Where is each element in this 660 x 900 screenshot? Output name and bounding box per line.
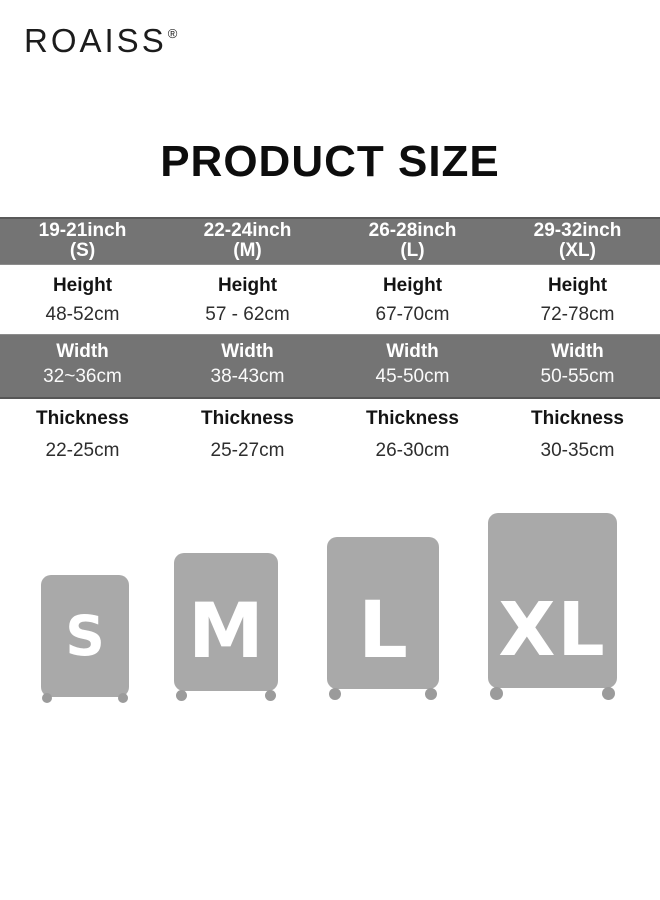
width-label: Width [386, 341, 439, 362]
thickness-value-s: 22-25cm [45, 440, 120, 461]
inch-range-xl: 29-32inch [533, 220, 622, 241]
height-row: Height 48-52cm Height 57 - 62cm Height 6… [0, 265, 660, 334]
height-label: Height [547, 275, 608, 296]
size-code-m: (M) [233, 240, 262, 261]
size-column-header-m: 22-24inch (M) [165, 221, 330, 261]
size-column-header-xl: 29-32inch (XL) [495, 221, 660, 261]
width-row: Width 32~36cm Width 38-43cm Width 45-50c… [0, 334, 660, 399]
brand-logo: ROAISS® [24, 22, 177, 60]
thickness-value-xl: 30-35cm [540, 440, 615, 461]
suitcase-handle-icon [67, 557, 103, 585]
size-letter-l: L [358, 586, 408, 676]
height-cell-xl: Height 72-78cm [495, 276, 660, 325]
suitcase-wheel-icon [42, 693, 52, 703]
suitcase-wheel-icon [329, 688, 341, 700]
thickness-cell-l: Thickness 26-30cm [330, 409, 495, 461]
suitcase-wheel-icon [176, 690, 187, 701]
height-cell-s: Height 48-52cm [0, 276, 165, 325]
thickness-cell-xl: Thickness 30-35cm [495, 409, 660, 461]
suitcase-wheel-icon [265, 690, 276, 701]
thickness-value-m: 25-27cm [210, 440, 285, 461]
width-label: Width [56, 341, 109, 362]
suitcase-handle-icon [357, 516, 409, 547]
inch-range-s: 19-21inch [38, 220, 127, 241]
thickness-cell-s: Thickness 22-25cm [0, 409, 165, 461]
width-cell-s: Width 32~36cm [0, 342, 165, 387]
suitcase-l-illustration: L [327, 516, 439, 700]
suitcase-wheel-icon [118, 693, 128, 703]
size-code-l: (L) [400, 240, 425, 261]
size-code-xl: (XL) [559, 240, 596, 261]
thickness-label: Thickness [36, 408, 129, 429]
width-cell-xl: Width 50-55cm [495, 342, 660, 387]
thickness-label: Thickness [366, 408, 459, 429]
size-table: 19-21inch (S) 22-24inch (M) 26-28inch (L… [0, 217, 660, 473]
width-cell-l: Width 45-50cm [330, 342, 495, 387]
suitcase-m-illustration: M [174, 531, 278, 701]
width-cell-m: Width 38-43cm [165, 342, 330, 387]
size-column-header-s: 19-21inch (S) [0, 221, 165, 261]
registered-trademark-icon: ® [167, 26, 178, 41]
suitcase-handle-icon [523, 489, 582, 523]
height-value-l: 67-70cm [375, 304, 450, 325]
height-cell-m: Height 57 - 62cm [165, 276, 330, 325]
height-value-m: 57 - 62cm [205, 304, 290, 325]
page-title: PRODUCT SIZE [160, 137, 500, 186]
suitcase-s-illustration: S [41, 557, 129, 703]
size-code-s: (S) [69, 240, 96, 261]
thickness-label: Thickness [531, 408, 624, 429]
thickness-label: Thickness [201, 408, 294, 429]
thickness-row: Thickness 22-25cm Thickness 25-27cm Thic… [0, 399, 660, 473]
size-letter-s: S [65, 603, 105, 668]
size-column-header-l: 26-28inch (L) [330, 221, 495, 261]
size-letter-m: M [188, 586, 264, 675]
suitcase-wheel-icon [425, 688, 437, 700]
thickness-value-l: 26-30cm [375, 440, 450, 461]
width-value-m: 38-43cm [210, 366, 285, 387]
height-label: Height [52, 275, 113, 296]
thickness-cell-m: Thickness 25-27cm [165, 409, 330, 461]
inch-range-l: 26-28inch [368, 220, 457, 241]
height-value-s: 48-52cm [45, 304, 120, 325]
height-cell-l: Height 67-70cm [330, 276, 495, 325]
height-label: Height [382, 275, 443, 296]
height-label: Height [217, 275, 278, 296]
size-letter-xl: XL [498, 586, 607, 673]
width-label: Width [221, 341, 274, 362]
suitcase-handle-icon [206, 531, 246, 563]
height-value-xl: 72-78cm [540, 304, 615, 325]
suitcase-wheel-icon [490, 687, 503, 700]
brand-name: ROAISS [24, 22, 167, 59]
suitcase-xl-illustration: XL [488, 489, 617, 700]
width-label: Width [551, 341, 604, 362]
suitcase-wheel-icon [602, 687, 615, 700]
width-value-s: 32~36cm [43, 366, 122, 387]
width-value-xl: 50-55cm [540, 366, 615, 387]
width-value-l: 45-50cm [375, 366, 450, 387]
size-table-header-row: 19-21inch (S) 22-24inch (M) 26-28inch (L… [0, 217, 660, 265]
inch-range-m: 22-24inch [203, 220, 292, 241]
